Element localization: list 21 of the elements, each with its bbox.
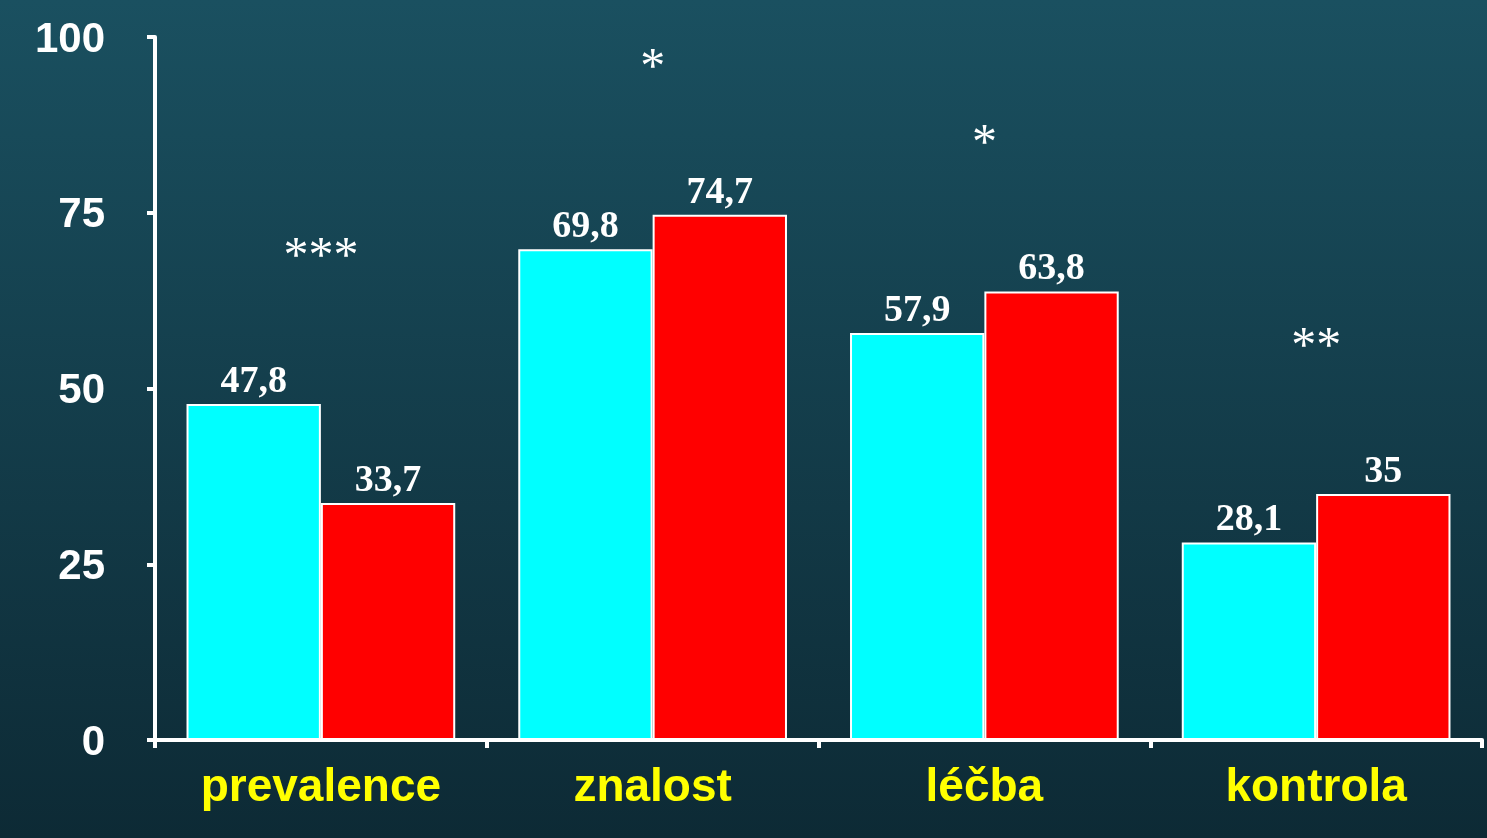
- annotation: *: [640, 36, 666, 93]
- data-label: 74,7: [686, 168, 754, 211]
- data-label: 47,8: [220, 357, 287, 400]
- x-tick-label: znalost: [573, 759, 732, 811]
- y-tick-label: 100: [34, 13, 105, 61]
- data-label: 69,8: [552, 203, 619, 246]
- annotation: *: [971, 113, 997, 170]
- x-tick-label: kontrola: [1225, 759, 1408, 811]
- x-tick-label: léčba: [925, 759, 1044, 811]
- y-tick-label: 75: [58, 189, 105, 237]
- data-label: 28,1: [1215, 496, 1283, 539]
- annotation: ***: [283, 225, 359, 282]
- y-tick-label: 25: [58, 540, 105, 588]
- annotation: **: [1291, 315, 1342, 372]
- data-label: 63,8: [1018, 245, 1085, 288]
- x-tick-label: prevalence: [200, 759, 442, 811]
- data-label: 35: [1364, 447, 1403, 490]
- y-tick-label: 50: [58, 365, 105, 412]
- y-tick-label: 0: [81, 716, 105, 764]
- data-label: 57,9: [883, 286, 951, 329]
- data-label: 33,7: [354, 457, 422, 500]
